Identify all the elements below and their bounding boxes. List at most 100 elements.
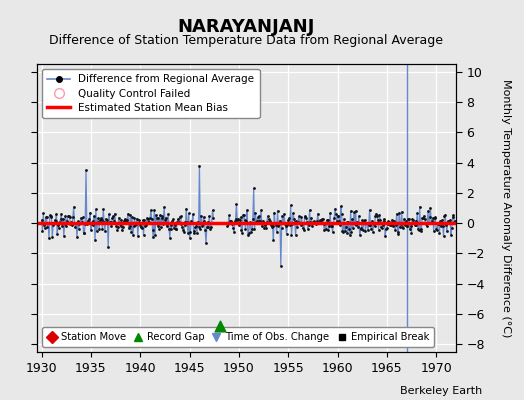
Point — [369, 229, 377, 235]
Point — [79, 214, 87, 221]
Point — [51, 218, 60, 224]
Point — [319, 216, 327, 222]
Point — [109, 213, 117, 220]
Point — [159, 221, 168, 227]
Point — [74, 226, 83, 232]
Point — [362, 220, 370, 226]
Point — [49, 222, 57, 229]
Point — [87, 227, 95, 233]
Point — [380, 218, 389, 224]
Point — [388, 217, 396, 223]
Point — [147, 207, 155, 214]
Point — [80, 230, 89, 236]
Point — [93, 228, 101, 234]
Point — [66, 221, 74, 227]
Point — [47, 214, 56, 220]
Point — [73, 218, 82, 225]
Point — [44, 220, 52, 226]
Point — [370, 223, 379, 230]
Point — [429, 215, 437, 221]
Point — [430, 215, 439, 221]
Point — [391, 227, 399, 233]
Point — [340, 216, 348, 222]
Point — [183, 219, 191, 226]
Point — [195, 162, 204, 169]
Point — [390, 218, 398, 224]
Point — [56, 216, 64, 222]
Point — [41, 214, 50, 220]
Point — [335, 218, 343, 224]
Point — [161, 216, 169, 223]
Point — [197, 212, 205, 219]
Point — [179, 226, 187, 233]
Point — [276, 217, 284, 224]
Point — [237, 227, 246, 234]
Point — [421, 219, 430, 226]
Point — [111, 210, 119, 217]
Point — [260, 224, 269, 231]
Point — [419, 215, 427, 221]
Point — [439, 222, 447, 229]
Point — [189, 211, 197, 218]
Point — [144, 218, 152, 225]
Point — [411, 218, 420, 224]
Point — [123, 217, 132, 223]
Point — [155, 226, 163, 232]
Point — [96, 215, 105, 222]
Point — [250, 225, 259, 232]
Point — [157, 224, 165, 230]
Point — [385, 218, 394, 225]
Point — [161, 214, 170, 221]
Point — [226, 218, 234, 225]
Point — [386, 222, 395, 228]
Point — [135, 220, 143, 226]
Point — [199, 214, 208, 220]
Point — [180, 219, 189, 226]
Point — [333, 213, 342, 220]
Point — [339, 228, 347, 234]
Point — [58, 223, 67, 230]
Point — [178, 224, 187, 230]
Point — [144, 215, 152, 222]
Point — [301, 214, 310, 220]
Point — [121, 216, 129, 222]
Point — [204, 224, 213, 230]
Point — [148, 226, 157, 233]
Point — [264, 220, 272, 226]
Point — [378, 222, 387, 228]
Point — [86, 210, 94, 216]
Point — [323, 217, 331, 224]
Point — [167, 226, 176, 232]
Point — [206, 225, 214, 232]
Point — [124, 211, 132, 217]
Point — [246, 220, 255, 226]
Point — [108, 215, 116, 221]
Point — [102, 220, 111, 226]
Point — [171, 222, 179, 228]
Point — [371, 213, 379, 220]
Point — [42, 214, 51, 220]
Point — [432, 226, 440, 232]
Point — [268, 222, 277, 229]
Point — [115, 214, 123, 221]
Point — [375, 226, 383, 233]
Point — [89, 221, 97, 228]
Point — [79, 230, 88, 236]
Point — [190, 230, 198, 236]
Text: NARAYANJANJ: NARAYANJANJ — [178, 18, 315, 36]
Point — [174, 219, 183, 225]
Point — [242, 218, 250, 224]
Point — [392, 210, 401, 217]
Point — [226, 219, 235, 226]
Point — [75, 221, 84, 227]
Point — [427, 220, 435, 226]
Point — [408, 216, 417, 222]
Point — [104, 244, 112, 251]
Point — [299, 225, 307, 231]
Point — [105, 211, 113, 217]
Point — [306, 219, 314, 225]
Point — [45, 235, 53, 242]
Point — [395, 209, 403, 216]
Point — [224, 220, 232, 227]
Point — [389, 223, 398, 230]
